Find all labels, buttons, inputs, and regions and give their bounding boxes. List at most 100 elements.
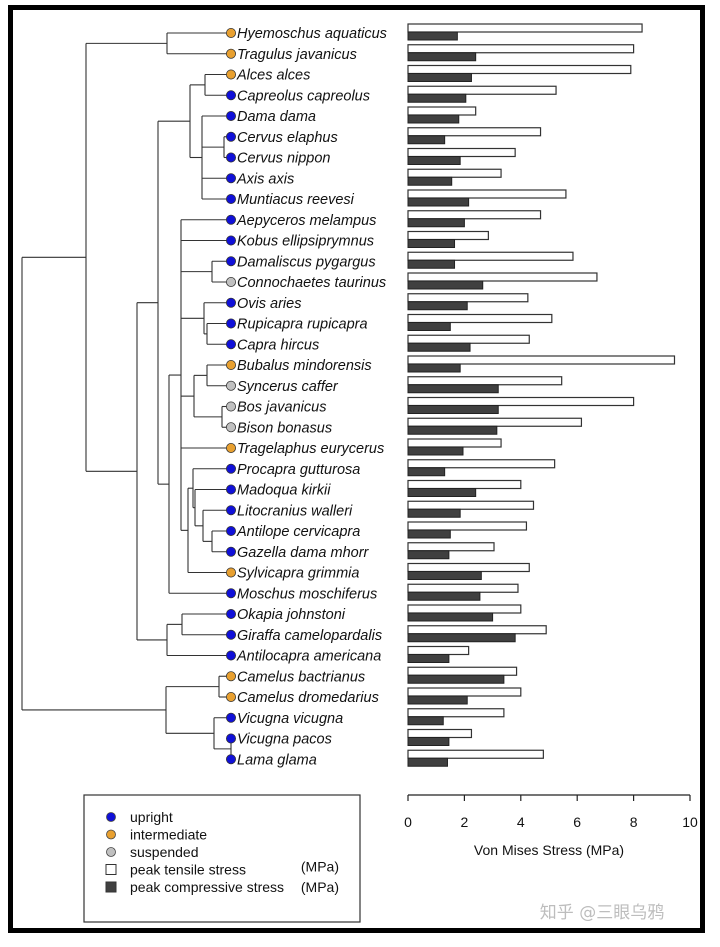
compressive-bar [407,571,482,580]
legend-unit: (MPa) [301,859,339,875]
legend-swatch [105,881,117,893]
tensile-bar [407,272,598,282]
posture-marker [225,692,236,703]
compressive-bar [407,737,450,746]
watermark: 知乎 @三眼乌鸦 [540,903,664,923]
posture-marker [225,276,236,287]
species-label: Aepyceros melampus [236,213,376,229]
tensile-bar [407,189,567,199]
bars [407,23,676,767]
legend-swatch [105,864,117,875]
tensile-bar [407,645,470,656]
species-label: Kobus ellipsiprymnus [237,234,374,250]
posture-marker [225,256,236,267]
posture-marker [225,442,236,453]
tensile-bar [407,417,583,427]
posture-marker [225,27,236,38]
compressive-bar [407,529,451,539]
compressive-bar [407,239,456,248]
tensile-bar [407,479,522,490]
compressive-bar [407,322,451,331]
x-axis-label: Von Mises Stress (MPa) [474,842,624,858]
species-label: Procapra gutturosa [237,462,360,478]
legend-unit: (MPa) [301,879,339,895]
species-labels: Hyemoschus aquaticus Tragulus javanicus Al… [236,26,387,768]
species-label: Vicugna pacos [237,732,332,748]
species-label: Gazella dama mhorr [237,545,370,561]
compressive-bar [407,73,472,82]
compressive-bar [407,757,448,767]
posture-marker [225,359,236,370]
posture-marker [225,650,236,661]
species-label: Litocranius walleri [237,503,353,519]
tensile-bar [407,230,489,241]
posture-marker [225,567,236,578]
legend-marker-suspended [106,847,116,857]
tensile-bar [407,583,519,593]
tensile-bar [407,728,473,739]
posture-marker [225,671,236,682]
species-label: Moschus moschiferus [237,586,377,602]
species-label: Connochaetes taurinus [237,275,386,291]
tensile-bar [407,459,556,469]
compressive-bar [407,488,477,497]
species-label: Vicugna vicugna [237,711,343,727]
species-label: Sylvicapra grimmia [237,566,359,582]
posture-marker [225,48,236,59]
compressive-bar [407,259,456,269]
posture-marker [225,339,236,350]
species-label: Okapia johnstoni [237,607,346,623]
posture-marker [225,318,236,329]
posture-marker [225,733,236,744]
posture-marker [225,712,236,723]
tensile-bar [407,23,643,33]
legend-marker-intermediate [106,829,116,840]
x-tick-label: 6 [573,814,581,830]
posture-marker [225,90,236,101]
tensile-bar [407,147,516,158]
tensile-bar [407,251,574,261]
species-label: Damaliscus pygargus [237,254,376,270]
tensile-bar [407,500,535,510]
legend-box [83,794,361,923]
compressive-bar [407,716,444,726]
tensile-bar [407,438,502,448]
tensile-bar [407,666,518,676]
tensile-bar [407,749,544,759]
compressive-bar [407,674,505,684]
species-label: Muntiacus reevesi [237,192,355,208]
species-label: Hyemoschus aquaticus [237,26,387,42]
compressive-bar [407,425,498,435]
legend-marker-upright [106,812,116,822]
phylogenetic-tree [21,32,232,760]
posture-marker [225,173,236,184]
compressive-bar [407,467,446,477]
compressive-bar [407,280,484,290]
species-label: Capreolus capreolus [237,88,370,104]
compressive-bar [407,135,446,145]
legend-label: upright [130,809,173,825]
tensile-bar [407,708,505,718]
species-label: Lama glama [237,752,317,768]
posture-marker [225,235,236,246]
legend-label: peak tensile stress [130,862,246,878]
x-axis: 0 2 4 6 8 10 Von Mises Stress (MPa) [404,794,698,858]
tensile-bar [407,396,635,407]
compressive-bar [407,591,481,601]
tensile-bar [407,44,635,54]
species-label: Syncerus caffer [237,379,339,395]
posture-marker [225,546,236,557]
species-label: Capra hircus [237,337,319,353]
tip-markers [225,27,236,765]
species-label: Tragelaphus eurycerus [237,441,384,457]
species-label: Bison bonasus [237,420,332,436]
tensile-bar [407,106,477,116]
compressive-bar [407,384,499,394]
tensile-bar [407,376,563,386]
figure-frame [8,5,705,933]
species-label: Camelus bactrianus [237,669,365,685]
legend-label: suspended [130,844,199,860]
posture-marker [225,69,236,80]
